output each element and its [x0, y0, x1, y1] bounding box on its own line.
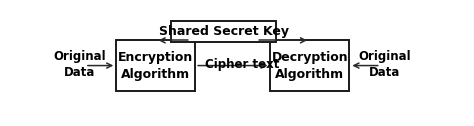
Bar — [271, 40, 349, 91]
Bar — [171, 21, 276, 42]
Text: Shared Secret Key: Shared Secret Key — [159, 25, 289, 38]
Text: Original
Data: Original Data — [53, 50, 106, 79]
Bar — [116, 40, 195, 91]
Text: Original
Data: Original Data — [358, 50, 410, 79]
Text: Cipher text: Cipher text — [205, 58, 279, 71]
Text: Encryption
Algorithm: Encryption Algorithm — [118, 51, 193, 81]
Text: Decryption
Algorithm: Decryption Algorithm — [272, 51, 348, 81]
